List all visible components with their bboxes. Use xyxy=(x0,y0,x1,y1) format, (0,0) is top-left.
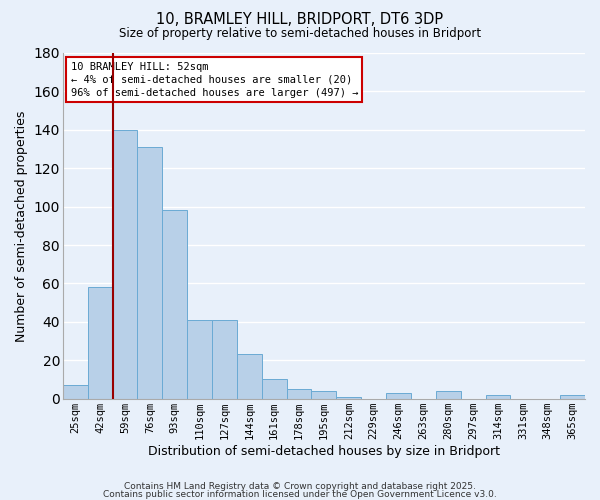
Bar xyxy=(386,393,411,398)
Bar xyxy=(262,380,287,398)
Bar xyxy=(113,130,137,398)
X-axis label: Distribution of semi-detached houses by size in Bridport: Distribution of semi-detached houses by … xyxy=(148,444,500,458)
Text: 10 BRAMLEY HILL: 52sqm
← 4% of semi-detached houses are smaller (20)
96% of semi: 10 BRAMLEY HILL: 52sqm ← 4% of semi-deta… xyxy=(71,62,358,98)
Bar xyxy=(63,385,88,398)
Bar xyxy=(311,391,337,398)
Bar xyxy=(212,320,237,398)
Text: Contains public sector information licensed under the Open Government Licence v3: Contains public sector information licen… xyxy=(103,490,497,499)
Bar xyxy=(237,354,262,399)
Bar xyxy=(485,395,511,398)
Text: Contains HM Land Registry data © Crown copyright and database right 2025.: Contains HM Land Registry data © Crown c… xyxy=(124,482,476,491)
Bar xyxy=(337,396,361,398)
Bar xyxy=(137,147,162,399)
Bar xyxy=(436,391,461,398)
Bar xyxy=(287,389,311,398)
Y-axis label: Number of semi-detached properties: Number of semi-detached properties xyxy=(15,110,28,342)
Bar xyxy=(88,288,113,399)
Text: 10, BRAMLEY HILL, BRIDPORT, DT6 3DP: 10, BRAMLEY HILL, BRIDPORT, DT6 3DP xyxy=(157,12,443,28)
Bar xyxy=(560,395,585,398)
Bar xyxy=(162,210,187,398)
Bar xyxy=(187,320,212,398)
Text: Size of property relative to semi-detached houses in Bridport: Size of property relative to semi-detach… xyxy=(119,28,481,40)
